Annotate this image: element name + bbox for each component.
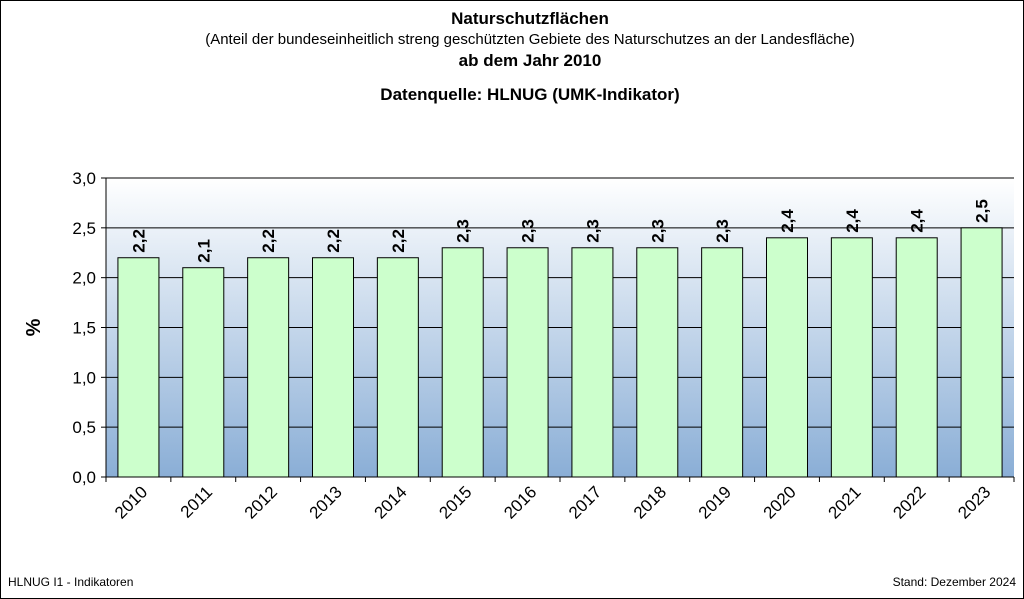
chart-title: Naturschutzflächen xyxy=(451,9,609,28)
footer-right: Stand: Dezember 2024 xyxy=(892,575,1016,589)
data-label: 2,3 xyxy=(519,219,538,243)
x-tick-label: 2022 xyxy=(889,482,929,522)
x-tick-label: 2016 xyxy=(500,482,540,522)
y-tick-label: 2,0 xyxy=(72,269,96,288)
x-tick-label: 2017 xyxy=(565,482,605,522)
data-label: 2,2 xyxy=(259,229,278,253)
data-label: 2,2 xyxy=(389,229,408,253)
x-tick-label: 2021 xyxy=(825,482,865,522)
bar xyxy=(247,257,290,478)
bar xyxy=(766,237,808,478)
y-tick-label: 1,0 xyxy=(72,368,96,387)
data-label: 2,4 xyxy=(778,209,797,233)
data-label: 2,2 xyxy=(129,229,148,253)
chart-source: Datenquelle: HLNUG (UMK-Indikator) xyxy=(380,85,680,104)
footer-left: HLNUG I1 - Indikatoren xyxy=(8,575,134,589)
data-label: 2,4 xyxy=(908,209,927,233)
y-tick-label: 0,5 xyxy=(72,418,96,437)
x-tick-label: 2011 xyxy=(177,482,216,521)
y-tick-label: 1,5 xyxy=(72,319,96,338)
chart-titles: Naturschutzflächen (Anteil der bundesein… xyxy=(0,8,1024,106)
x-tick-label: 2019 xyxy=(695,482,735,522)
x-tick-label: 2018 xyxy=(630,482,670,522)
chart-subtitle-year: ab dem Jahr 2010 xyxy=(458,51,602,70)
bar xyxy=(830,237,873,478)
x-tick-label: 2014 xyxy=(371,482,411,522)
bar xyxy=(636,247,679,478)
y-axis-label: % xyxy=(23,318,45,336)
data-label: 2,1 xyxy=(194,239,213,263)
bar xyxy=(312,257,354,478)
data-label: 2,2 xyxy=(324,229,343,253)
x-tick-label: 2013 xyxy=(306,482,346,522)
data-label: 2,5 xyxy=(973,199,992,223)
bar xyxy=(376,257,419,478)
bar xyxy=(895,237,938,478)
x-tick-label: 2012 xyxy=(241,482,281,522)
bar xyxy=(701,247,744,478)
data-label: 2,3 xyxy=(713,219,732,243)
bar xyxy=(441,247,484,478)
chart-subtitle: (Anteil der bundeseinheitlich streng ges… xyxy=(205,31,855,48)
data-label: 2,4 xyxy=(843,209,862,233)
y-tick-label: 3,0 xyxy=(72,169,96,188)
x-tick-label: 2023 xyxy=(954,482,994,522)
data-label: 2,3 xyxy=(583,219,602,243)
y-tick-label: 2,5 xyxy=(72,219,96,238)
bar xyxy=(571,247,614,478)
y-tick-label: 0,0 xyxy=(72,468,96,487)
data-label: 2,3 xyxy=(648,219,667,243)
data-label: 2,3 xyxy=(454,219,473,243)
bar xyxy=(506,247,549,478)
x-tick-label: 2020 xyxy=(760,482,800,522)
bar xyxy=(117,257,160,478)
bar xyxy=(960,227,1003,478)
x-tick-label: 2010 xyxy=(111,482,151,522)
bar xyxy=(182,267,225,478)
x-tick-label: 2015 xyxy=(435,482,475,522)
